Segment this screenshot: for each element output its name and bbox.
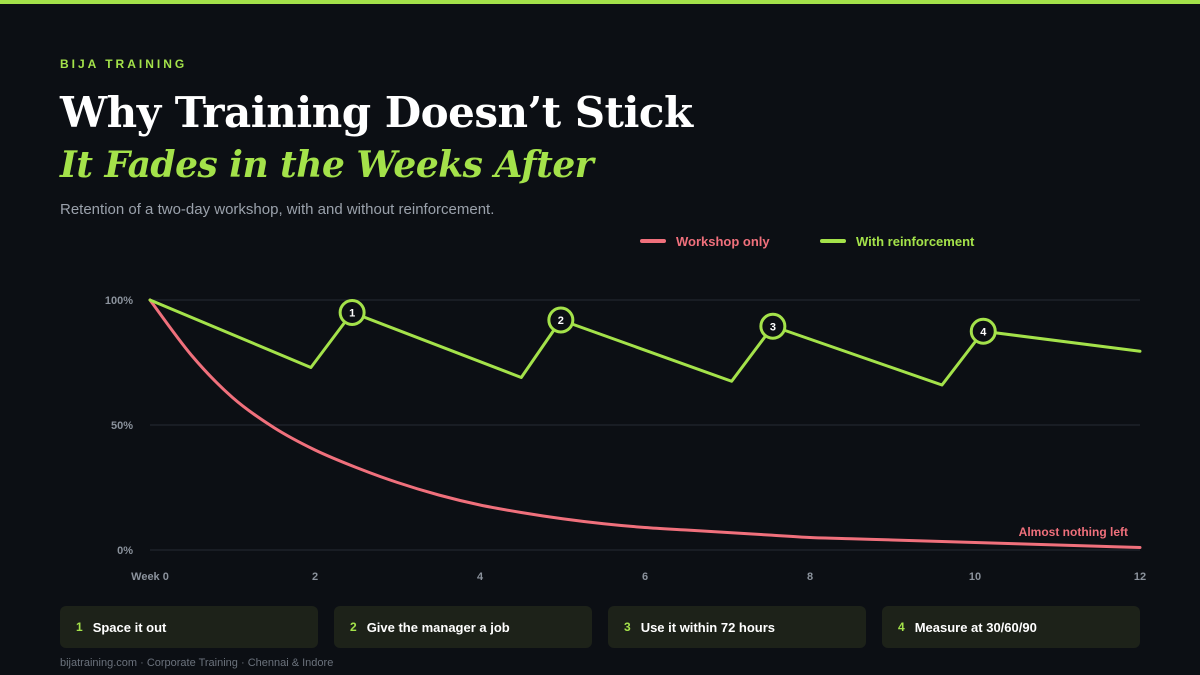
step-number: 2	[350, 620, 357, 634]
x-tick-label: 12	[1134, 571, 1146, 583]
step-number: 1	[76, 620, 83, 634]
reinforcement-marker-label: 4	[980, 326, 987, 338]
step-card-3: 3 Use it within 72 hours	[608, 606, 866, 648]
brand-eyebrow: BIJA TRAINING	[60, 57, 188, 71]
footer-text: bijatraining.com · Corporate Training · …	[60, 657, 334, 669]
y-tick-label: 50%	[111, 420, 133, 432]
step-card-1: 1 Space it out	[60, 606, 318, 648]
legend-reinforcement-label: With reinforcement	[856, 233, 975, 249]
step-label: Measure at 30/60/90	[914, 619, 1037, 635]
chart-description: Retention of a two-day workshop, with an…	[60, 201, 495, 218]
x-tick-label: 8	[807, 571, 813, 583]
step-label: Use it within 72 hours	[640, 619, 776, 635]
legend-workshop-label: Workshop only	[676, 233, 770, 249]
x-tick-label: 10	[969, 571, 981, 583]
step-card-2: 2 Give the manager a job	[334, 606, 592, 648]
legend-reinforcement-swatch	[820, 239, 846, 243]
step-label: Space it out	[92, 619, 167, 635]
x-tick-label: 2	[312, 571, 318, 583]
legend-with-reinforcement: With reinforcement	[820, 232, 974, 250]
workshop-only-line	[148, 298, 1142, 549]
step-card-4: 4 Measure at 30/60/90	[882, 606, 1140, 648]
reinforcement-marker	[969, 317, 997, 345]
step-number: 3	[624, 620, 631, 634]
reinforcement-marker-label: 1	[349, 308, 355, 320]
reinforcement-marker	[547, 306, 575, 334]
page-title: Why Training Doesn’t Stick	[60, 88, 693, 137]
legend-workshop-only: Workshop only	[640, 232, 770, 250]
x-tick-label: 6	[642, 571, 648, 583]
x-tick-label: 4	[477, 571, 484, 583]
legend-workshop-swatch	[640, 239, 666, 243]
step-number: 4	[898, 620, 905, 634]
with-reinforcement-line	[148, 298, 1142, 387]
annotation-almost-nothing-left: Almost nothing left	[1019, 525, 1128, 539]
step-label: Give the manager a job	[366, 619, 510, 635]
reinforcement-marker	[759, 312, 787, 340]
top-accent-bar	[0, 0, 1200, 4]
page-subtitle: It Fades in the Weeks After	[60, 144, 594, 186]
reinforcement-marker-label: 3	[770, 321, 776, 333]
reinforcement-marker	[338, 299, 366, 326]
y-tick-label: 0%	[117, 545, 133, 557]
x-tick-label: Week 0	[131, 571, 169, 583]
y-tick-label: 100%	[105, 295, 133, 307]
reinforcement-marker-label: 2	[558, 315, 564, 327]
steps-row: 1 Space it out 2 Give the manager a job …	[60, 606, 1140, 648]
